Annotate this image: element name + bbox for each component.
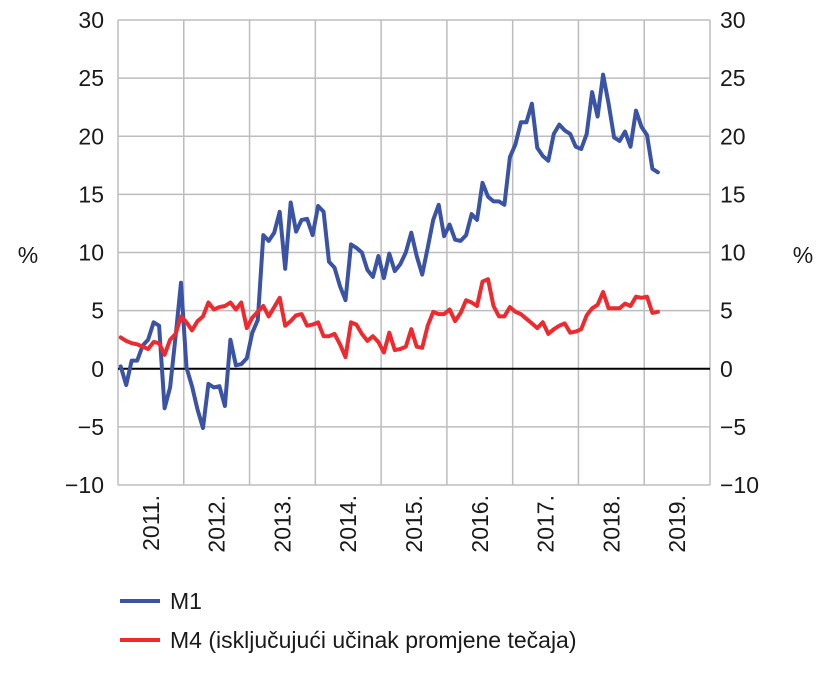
y-tick-label-right: 5 xyxy=(720,298,733,324)
series-line-m1 xyxy=(118,72,660,430)
x-tick-label: 2017. xyxy=(533,495,559,553)
y-tick-label-left: 5 xyxy=(91,298,104,324)
y-axis-left: 30 25 20 15 10 5 0 −5 −10 xyxy=(65,7,104,498)
legend-label-m4: M4 (isključujući učinak promjene tečaja) xyxy=(170,627,577,653)
x-tick-label: 2013. xyxy=(269,495,295,553)
x-tick-label: 2018. xyxy=(598,495,624,553)
legend-label-m1: M1 xyxy=(170,588,202,614)
x-tick-label: 2016. xyxy=(467,495,493,553)
x-tick-label: 2014. xyxy=(335,495,361,553)
y-tick-label-left: 10 xyxy=(78,240,104,266)
y-tick-label-left: 0 xyxy=(91,356,104,382)
y-tick-label-left: −10 xyxy=(65,472,104,498)
y-tick-label-left: 20 xyxy=(78,123,104,149)
gridlines xyxy=(117,19,711,486)
y-axis-label-left: % xyxy=(18,242,38,268)
y-tick-label-right: −10 xyxy=(720,472,759,498)
y-tick-label-left: −5 xyxy=(78,414,104,440)
y-tick-label-left: 25 xyxy=(78,65,104,91)
series-line-m4 xyxy=(118,277,660,360)
y-axis-label-right: % xyxy=(793,242,813,268)
series-lines xyxy=(118,72,660,430)
y-tick-label-right: 10 xyxy=(720,240,746,266)
y-tick-label-right: 0 xyxy=(720,356,733,382)
y-tick-label-right: 20 xyxy=(720,123,746,149)
y-tick-label-right: −5 xyxy=(720,414,746,440)
legend-item-m4: M4 (isključujući učinak promjene tečaja) xyxy=(120,627,577,653)
x-tick-label: 2019. xyxy=(664,495,690,553)
y-axis-right: 30 25 20 15 10 5 0 −5 −10 xyxy=(720,7,759,498)
legend: M1 M4 (isključujući učinak promjene teča… xyxy=(120,588,577,653)
y-tick-label-right: 25 xyxy=(720,65,746,91)
legend-item-m1: M1 xyxy=(120,588,202,614)
y-tick-label-left: 15 xyxy=(78,181,104,207)
y-tick-label-right: 30 xyxy=(720,7,746,33)
x-tick-label: 2015. xyxy=(401,495,427,553)
x-axis: 2011. 2012. 2013. 2014. 2015. 2016. 2017. 2018.… xyxy=(138,495,690,553)
y-tick-label-left: 30 xyxy=(78,7,104,33)
y-tick-label-right: 15 xyxy=(720,181,746,207)
x-tick-label: 2012. xyxy=(204,495,230,553)
x-tick-label: 2011. xyxy=(138,495,164,551)
